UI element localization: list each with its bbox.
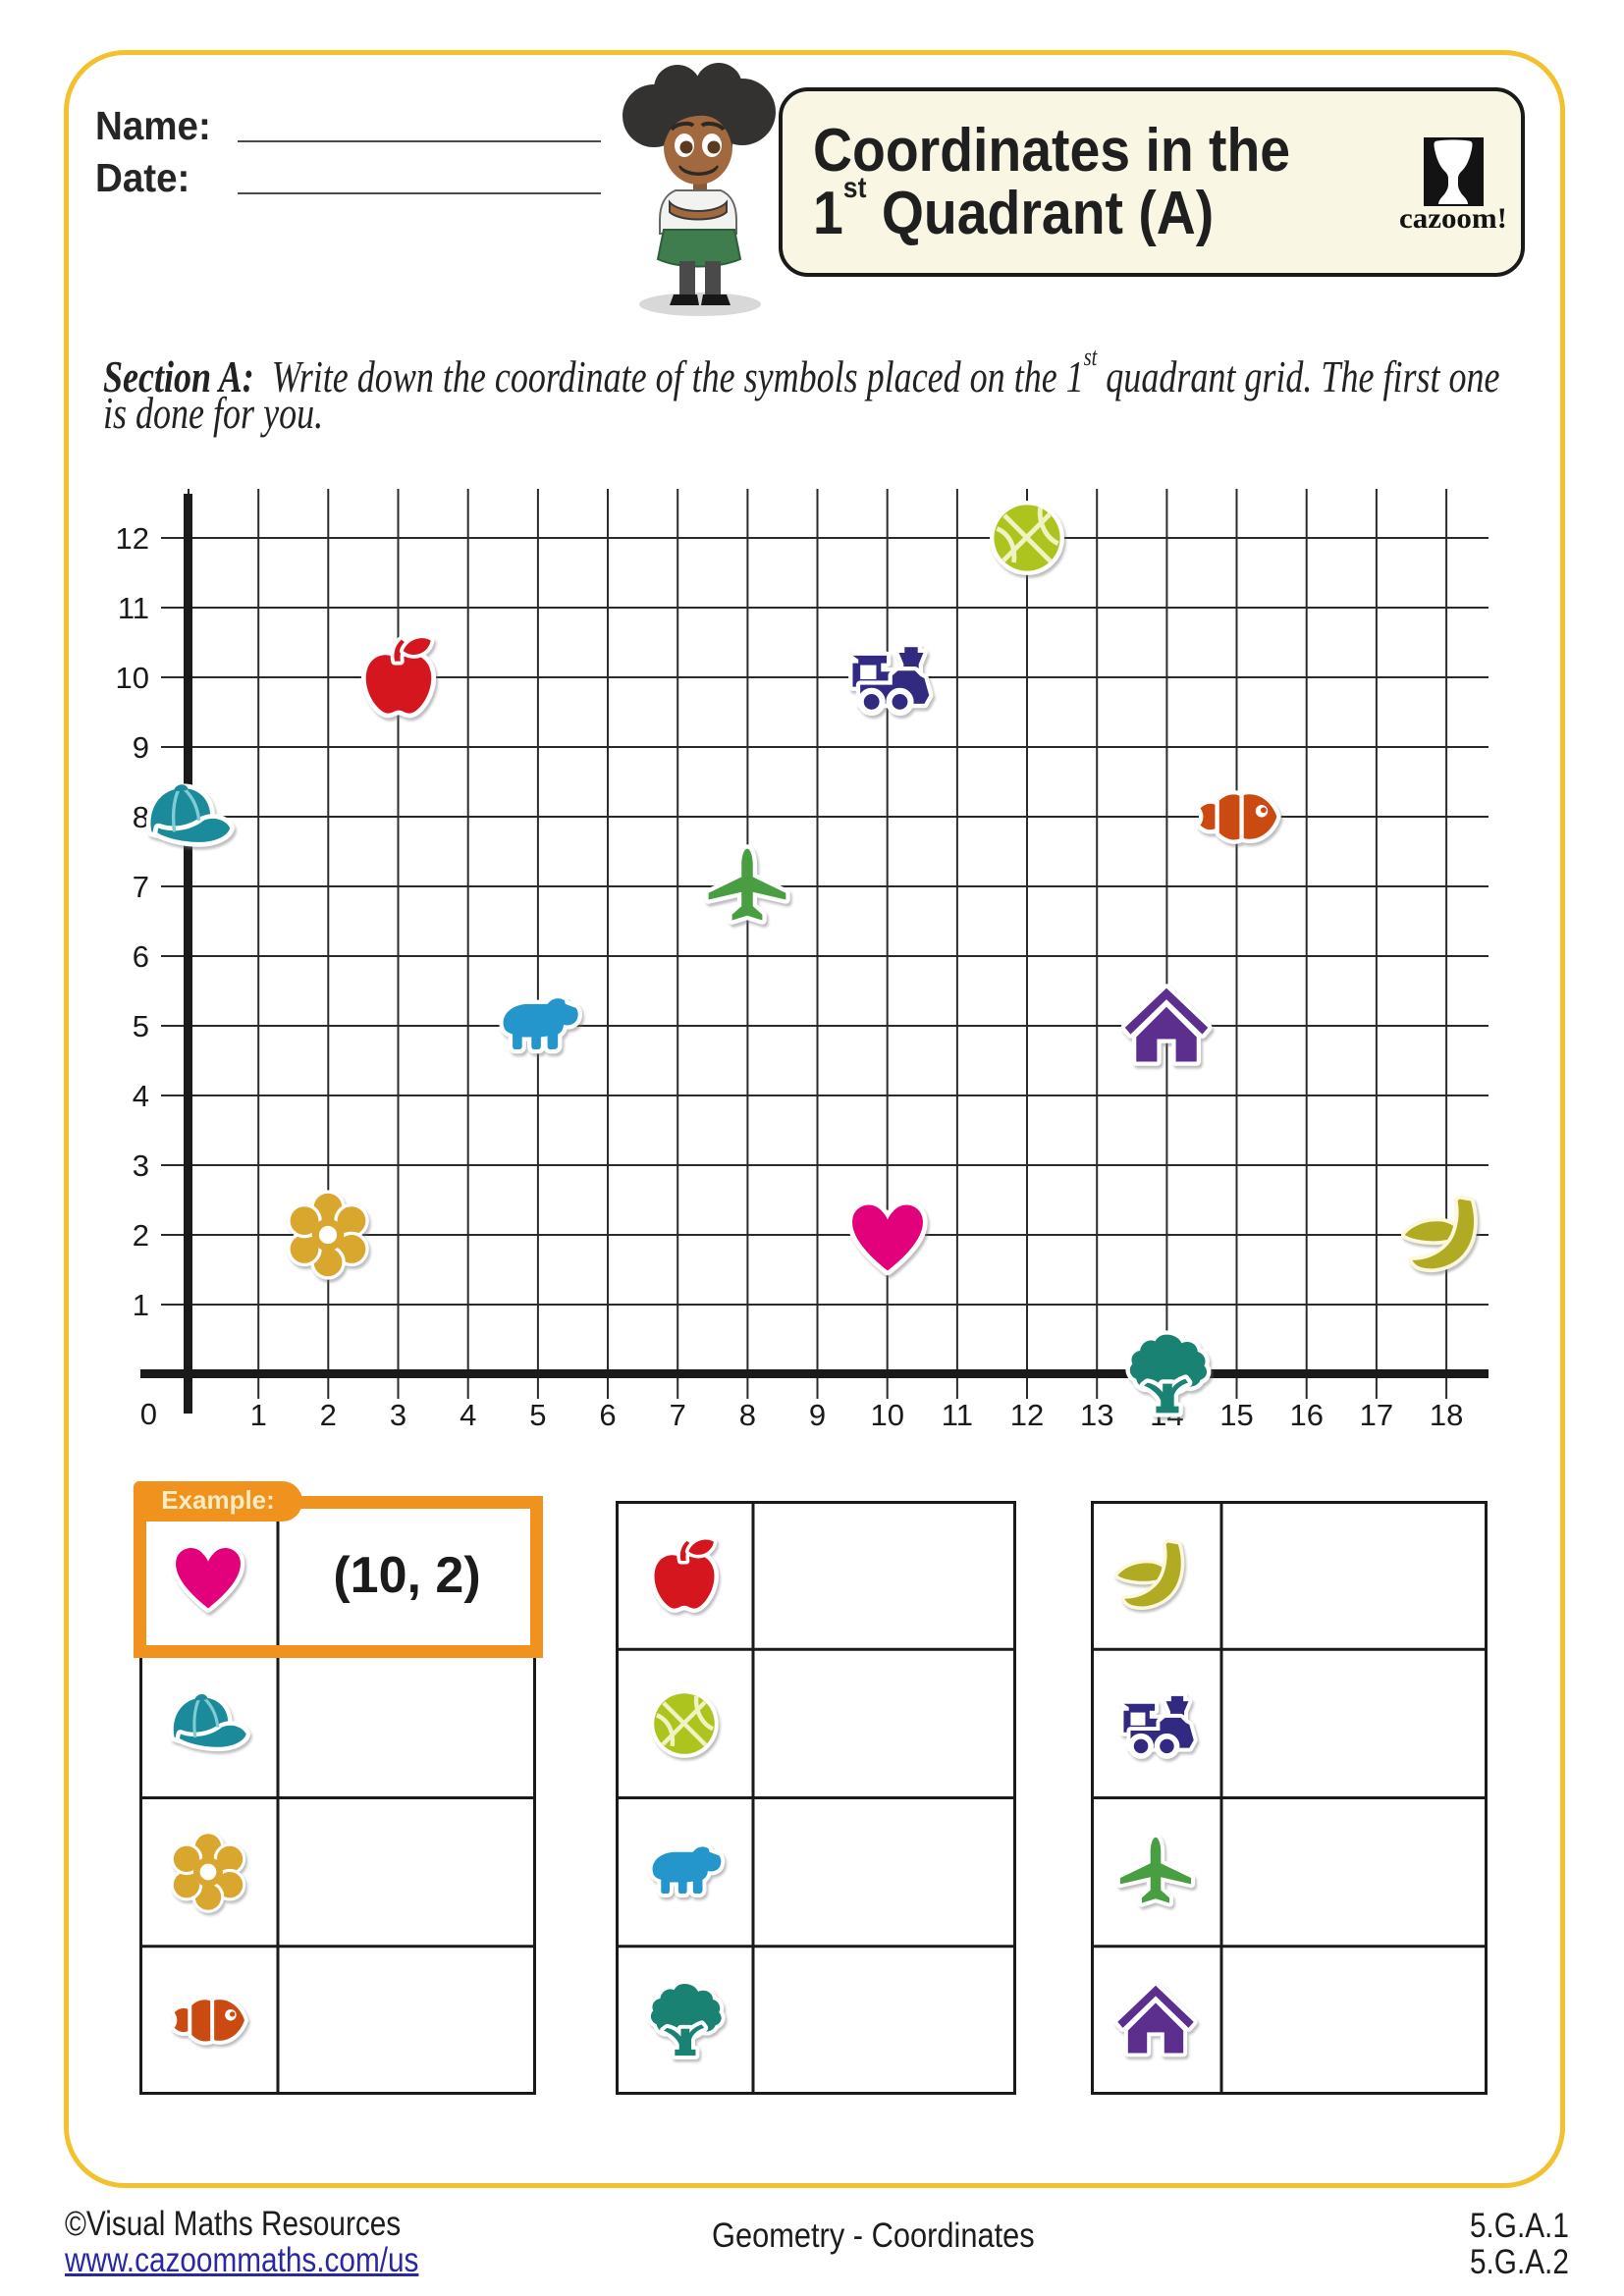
svg-text:9: 9 (809, 1398, 826, 1432)
svg-text:13: 13 (1080, 1398, 1113, 1432)
svg-text:7: 7 (133, 870, 149, 904)
svg-text:4: 4 (133, 1079, 149, 1113)
svg-text:16: 16 (1289, 1398, 1323, 1432)
svg-text:3: 3 (133, 1148, 149, 1183)
svg-text:1: 1 (133, 1288, 149, 1322)
svg-text:5: 5 (133, 1009, 149, 1043)
svg-text:12: 12 (1010, 1398, 1044, 1432)
svg-text:17: 17 (1360, 1398, 1393, 1432)
svg-text:11: 11 (942, 1398, 973, 1432)
svg-text:11: 11 (118, 591, 149, 625)
svg-text:5: 5 (529, 1398, 546, 1432)
svg-text:1: 1 (250, 1398, 267, 1432)
svg-text:8: 8 (739, 1398, 756, 1432)
svg-text:6: 6 (133, 939, 149, 974)
svg-text:cazoom!: cazoom! (1399, 202, 1507, 235)
svg-text:8: 8 (133, 800, 149, 834)
svg-text:10: 10 (870, 1398, 903, 1432)
svg-text:15: 15 (1219, 1398, 1253, 1432)
svg-text:9: 9 (133, 730, 149, 765)
svg-text:10: 10 (116, 661, 149, 695)
svg-text:7: 7 (670, 1398, 686, 1432)
svg-text:6: 6 (599, 1398, 616, 1432)
svg-text:4: 4 (460, 1398, 476, 1432)
svg-text:3: 3 (390, 1398, 406, 1432)
svg-text:2: 2 (320, 1398, 337, 1432)
svg-text:2: 2 (133, 1218, 149, 1253)
svg-text:12: 12 (116, 521, 149, 556)
svg-text:0: 0 (140, 1397, 157, 1431)
svg-text:18: 18 (1430, 1398, 1463, 1432)
